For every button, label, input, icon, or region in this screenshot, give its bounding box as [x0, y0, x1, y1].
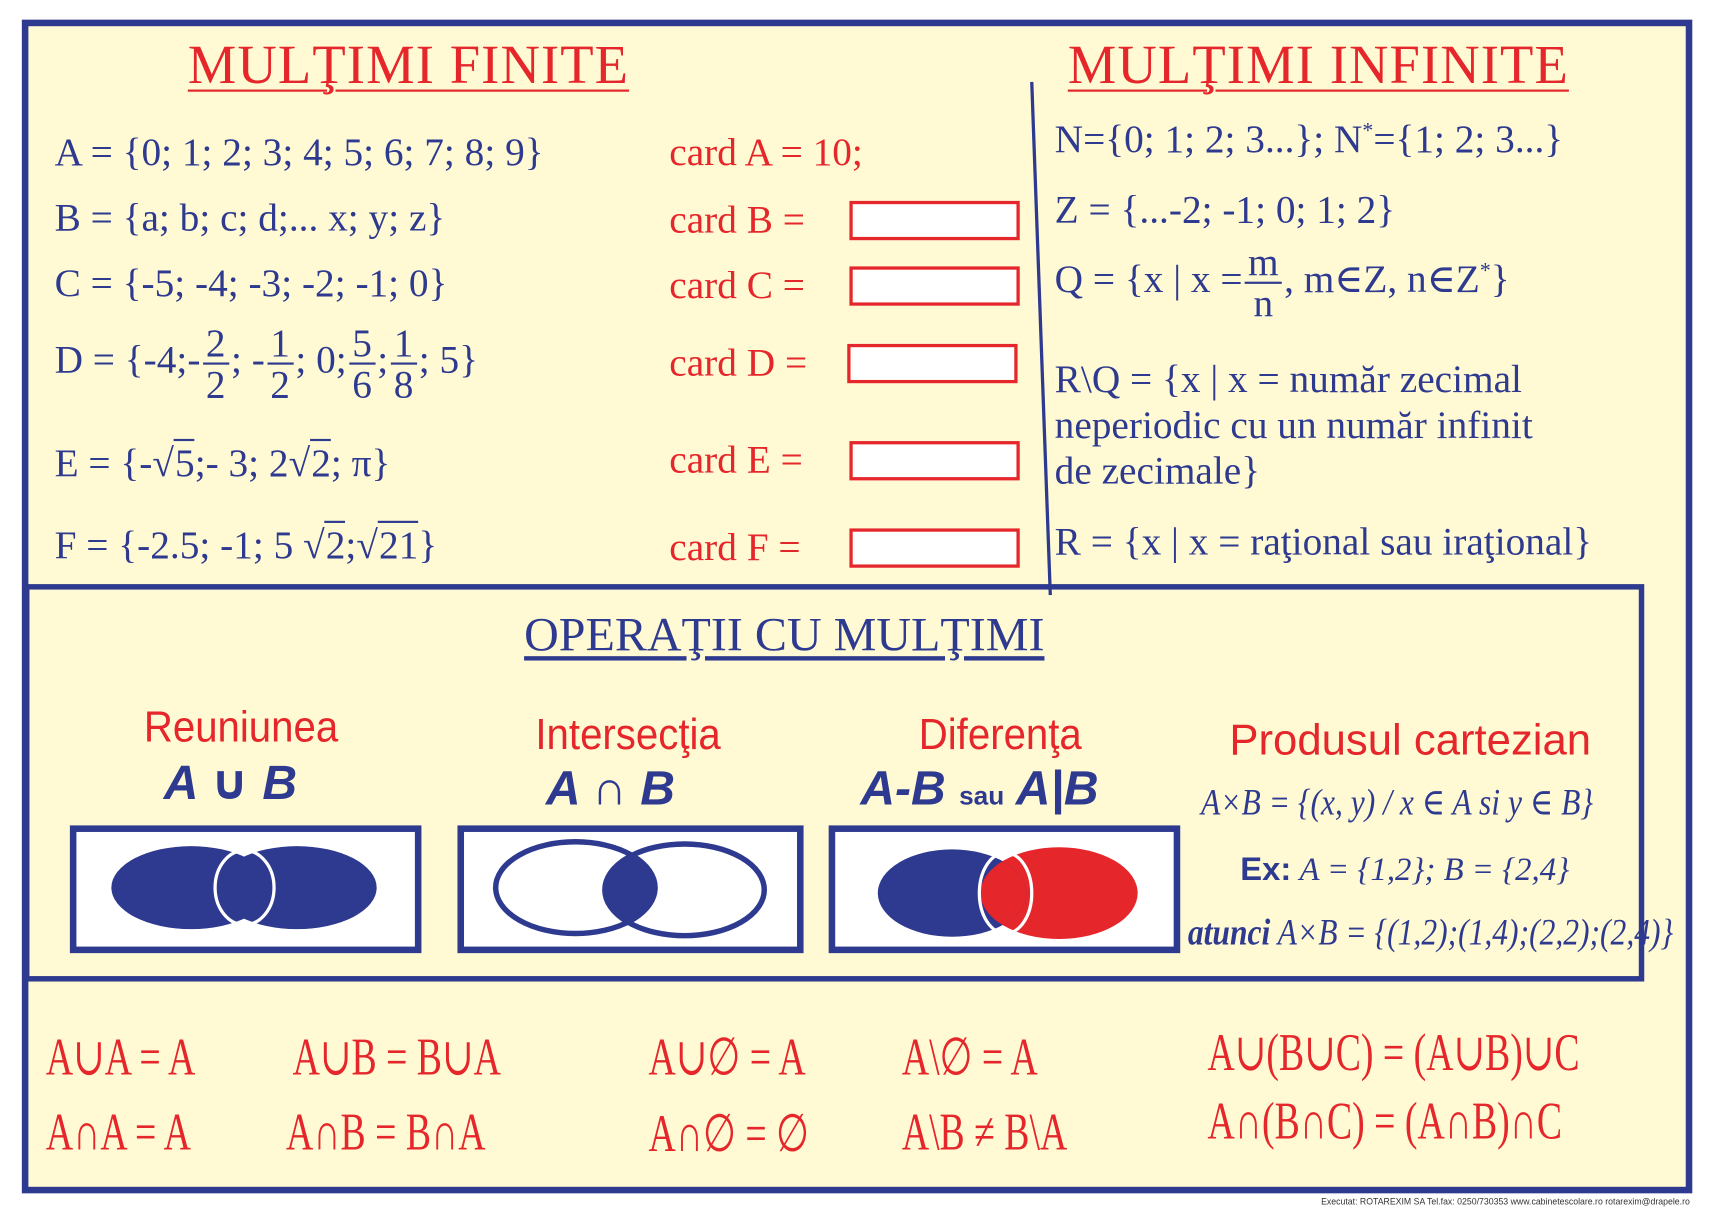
- set-d: D = {-4;- 2 2; -1 2; 0; 5 6; 1 8; 5}: [54, 320, 479, 407]
- law-union-associative: A∪(B∪C) = (A∪B)∪C: [1207, 1024, 1580, 1082]
- union-title: Reuniunea: [143, 703, 339, 752]
- intersection-symbol: A ∩ B: [545, 762, 675, 816]
- law-intersection-empty: A∩∅ = ∅: [648, 1104, 809, 1163]
- set-z: Z = {...-2; -1; 0; 1; 2}: [1054, 187, 1396, 232]
- intersection-venn: [457, 825, 804, 954]
- product-title: Produsul cartezian: [1229, 716, 1592, 765]
- difference-title: Diferenţa: [918, 710, 1082, 759]
- law-intersection-idempotent: A∩A = A: [45, 1103, 191, 1162]
- set-r: R = {x | x = raţional sau iraţional}: [1054, 519, 1593, 564]
- law-union-empty: A∪∅ = A: [648, 1028, 806, 1087]
- card-f-answer-box[interactable]: [849, 528, 1020, 568]
- law-difference-empty: A\∅ = A: [901, 1028, 1038, 1087]
- operations-panel: [24, 584, 1645, 982]
- set-f: F = {-2.5; -1; 5 √2;√21}: [55, 520, 438, 568]
- law-difference-noncommutative: A\B ≠ B\A: [901, 1103, 1068, 1162]
- set-c: C = {-5; -4; -3; -2; -1; 0}: [54, 260, 448, 305]
- card-e-label: card E =: [669, 437, 803, 482]
- card-c-answer-box[interactable]: [849, 266, 1020, 306]
- finite-sets-title: MULŢIMI FINITE: [187, 33, 630, 95]
- intersection-title: Intersecţia: [535, 710, 721, 759]
- set-e: E = {-√5;- 3; 2√2; π}: [55, 438, 391, 486]
- product-definition: A×B = {(x, y) / x ∈ A si y ∈ B}: [1200, 782, 1593, 824]
- card-f-label: card F =: [669, 525, 801, 569]
- product-example: Ex: A = {1,2}; B = {2,4}: [1240, 851, 1570, 888]
- set-a: A = {0; 1; 2; 3; 4; 5; 6; 7; 8; 9}: [54, 129, 544, 174]
- card-e-answer-box[interactable]: [849, 441, 1020, 481]
- law-intersection-associative: A∩(B∩C) = (A∩B)∩C: [1207, 1092, 1563, 1151]
- card-b-label: card B =: [669, 197, 805, 242]
- footer-credits: Executat: ROTAREXIM SA Tel.fax: 0250/730…: [1321, 1196, 1690, 1207]
- card-a: card A = 10;: [669, 129, 863, 174]
- law-union-commutative: A∪B = B∪A: [292, 1028, 501, 1087]
- set-n: N={0; 1; 2; 3...}; N*={1; 2; 3...}: [1054, 116, 1564, 161]
- product-result: atunci A×B = {(1,2);(1,4);(2,2);(2,4)}: [1187, 912, 1674, 954]
- card-d-answer-box[interactable]: [847, 343, 1018, 384]
- law-union-idempotent: A∪A = A: [45, 1028, 196, 1087]
- infinite-sets-title: MULŢIMI INFINITE: [1067, 33, 1569, 95]
- difference-symbol: A-B sau A|B: [860, 762, 1099, 816]
- set-q: Q = {x | x = m n, m∈Z, n∈Z*}: [1054, 240, 1510, 326]
- card-d-label: card D =: [669, 340, 808, 385]
- operations-title: OPERAŢII CU MULŢIMI: [524, 608, 1045, 662]
- card-c-label: card C =: [669, 263, 805, 307]
- union-venn: [69, 825, 422, 954]
- card-b-answer-box[interactable]: [849, 200, 1020, 241]
- union-symbol: A ∪ B: [163, 756, 298, 811]
- set-irrational: R\Q = {x | x = număr zecimal neperiodic c…: [1054, 357, 1533, 493]
- difference-venn: [828, 825, 1181, 954]
- set-b: B = {a; b; c; d;... x; y; z}: [54, 195, 446, 240]
- law-intersection-commutative: A∩B = B∩A: [286, 1103, 486, 1162]
